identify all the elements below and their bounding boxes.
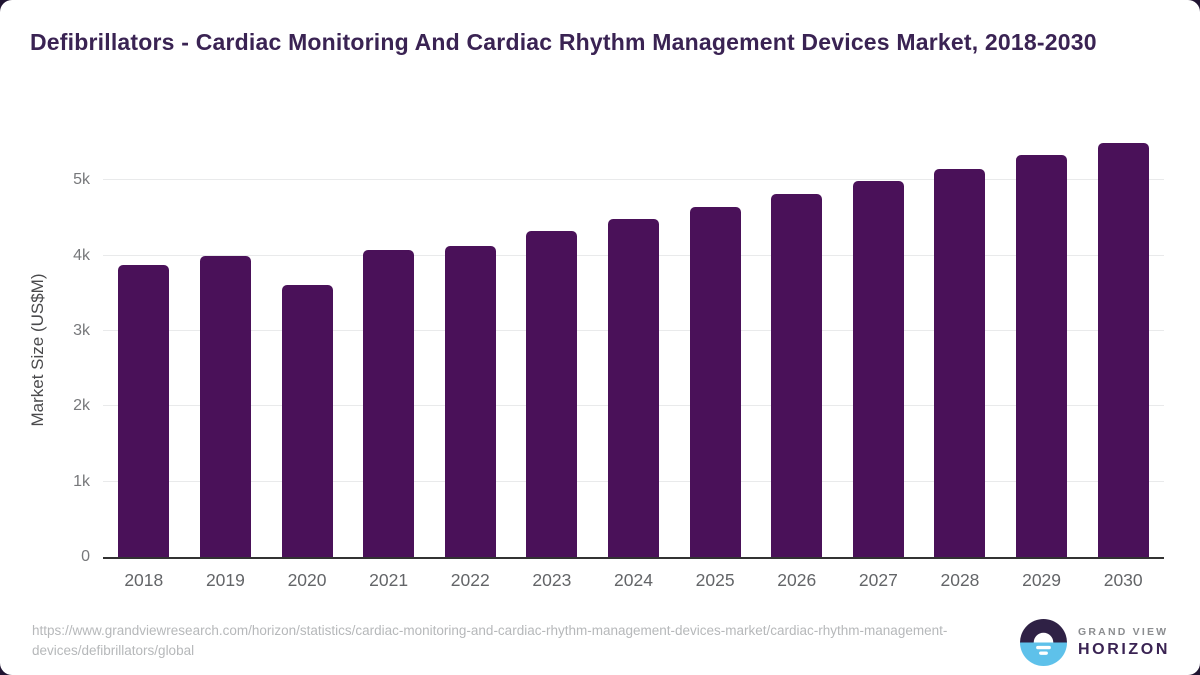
x-tick-label: 2027	[858, 570, 898, 590]
y-tick-label: 4k	[73, 246, 90, 264]
x-tick-label: 2025	[695, 570, 735, 590]
bar-2024[interactable]	[608, 219, 659, 557]
x-tick-label: 2029	[1022, 570, 1062, 590]
y-axis-title: Market Size (US$M)	[28, 273, 47, 427]
bar-2018[interactable]	[118, 264, 170, 557]
x-tick-label: 2030	[1103, 570, 1143, 590]
bar-2022[interactable]	[444, 245, 496, 557]
x-tick-label: 2026	[777, 570, 817, 590]
x-tick-label: 2018	[124, 570, 164, 590]
y-tick-label: 0	[81, 548, 90, 565]
gridline	[103, 179, 1164, 181]
y-tick-label: 1k	[73, 472, 90, 490]
y-tick-label: 2k	[73, 397, 90, 415]
bar-2026[interactable]	[771, 193, 823, 557]
brand-logo-text: GRAND VIEW HORIZON	[1078, 626, 1170, 659]
x-tick-label: 2019	[205, 570, 245, 590]
horizon-sun-icon	[1020, 619, 1068, 666]
y-tick-label: 5k	[73, 171, 90, 189]
source-url: https://www.grandviewresearch.com/horizo…	[32, 623, 948, 658]
x-tick-label: 2021	[369, 570, 409, 590]
bar-2027[interactable]	[852, 180, 904, 557]
bar-2023[interactable]	[526, 231, 578, 557]
bar-2028[interactable]	[934, 168, 986, 557]
x-tick-label: 2023	[532, 570, 572, 590]
chart-title: Defibrillators - Cardiac Monitoring And …	[30, 29, 1097, 55]
bar-2025[interactable]	[689, 206, 741, 557]
logo-horizon-label: HORIZON	[1078, 641, 1170, 658]
brand-logo: GRAND VIEW HORIZON	[1020, 619, 1170, 666]
x-tick-label: 2024	[614, 570, 653, 590]
bar-2021[interactable]	[363, 249, 415, 557]
x-tick-label: 2020	[287, 570, 327, 590]
bar-2019[interactable]	[199, 256, 251, 557]
x-tick-label: 2028	[940, 570, 980, 590]
bar-2020[interactable]	[281, 284, 333, 557]
logo-grand-view-label: GRAND VIEW	[1078, 626, 1169, 638]
y-tick-label: 3k	[73, 321, 90, 339]
bar-2030[interactable]	[1097, 143, 1149, 557]
bar-2029[interactable]	[1016, 155, 1068, 557]
plot-area: 0 1k 2k 3k 4k 5k 2018 2019 2020 2021 2022 2023 2024 2…	[73, 135, 1164, 590]
x-tick-label: 2022	[450, 570, 490, 590]
